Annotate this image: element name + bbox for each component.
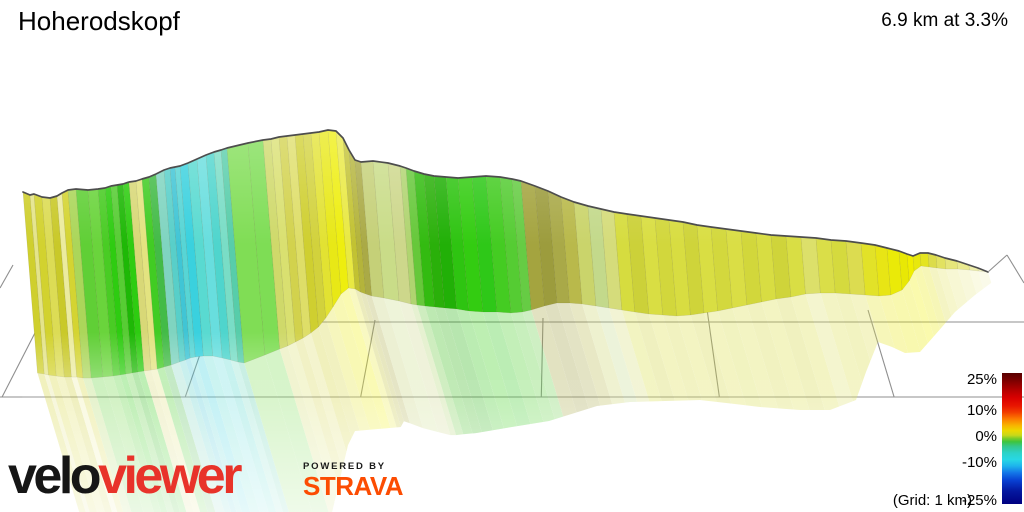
legend-tick-0: 0% (975, 428, 997, 445)
strava-wordmark: STRAVA (303, 471, 404, 501)
veloviewer-logo-viewer: viewer (98, 447, 242, 505)
veloviewer-logo-velo: velo (8, 447, 102, 505)
strava-logo[interactable]: POWERED BY STRAVA (303, 461, 404, 501)
grid-scale-note: (Grid: 1 km) (892, 492, 972, 509)
legend-tick-neg10: -10% (961, 454, 997, 471)
gradient-colorbar (1002, 373, 1022, 504)
veloviewer-logo[interactable]: velo viewer (8, 447, 242, 505)
page-title: Hoherodskopf (18, 6, 180, 36)
legend-tick-25: 25% (966, 371, 997, 388)
profile-outline (22, 129, 989, 273)
legend-tick-neg25: -25% (961, 492, 997, 509)
floor-edge-segments (0, 254, 1024, 289)
powered-by-label: POWERED BY (303, 461, 386, 472)
climb-summary: 6.9 km at 3.3% (881, 10, 1008, 31)
legend-tick-10: 10% (966, 402, 997, 419)
